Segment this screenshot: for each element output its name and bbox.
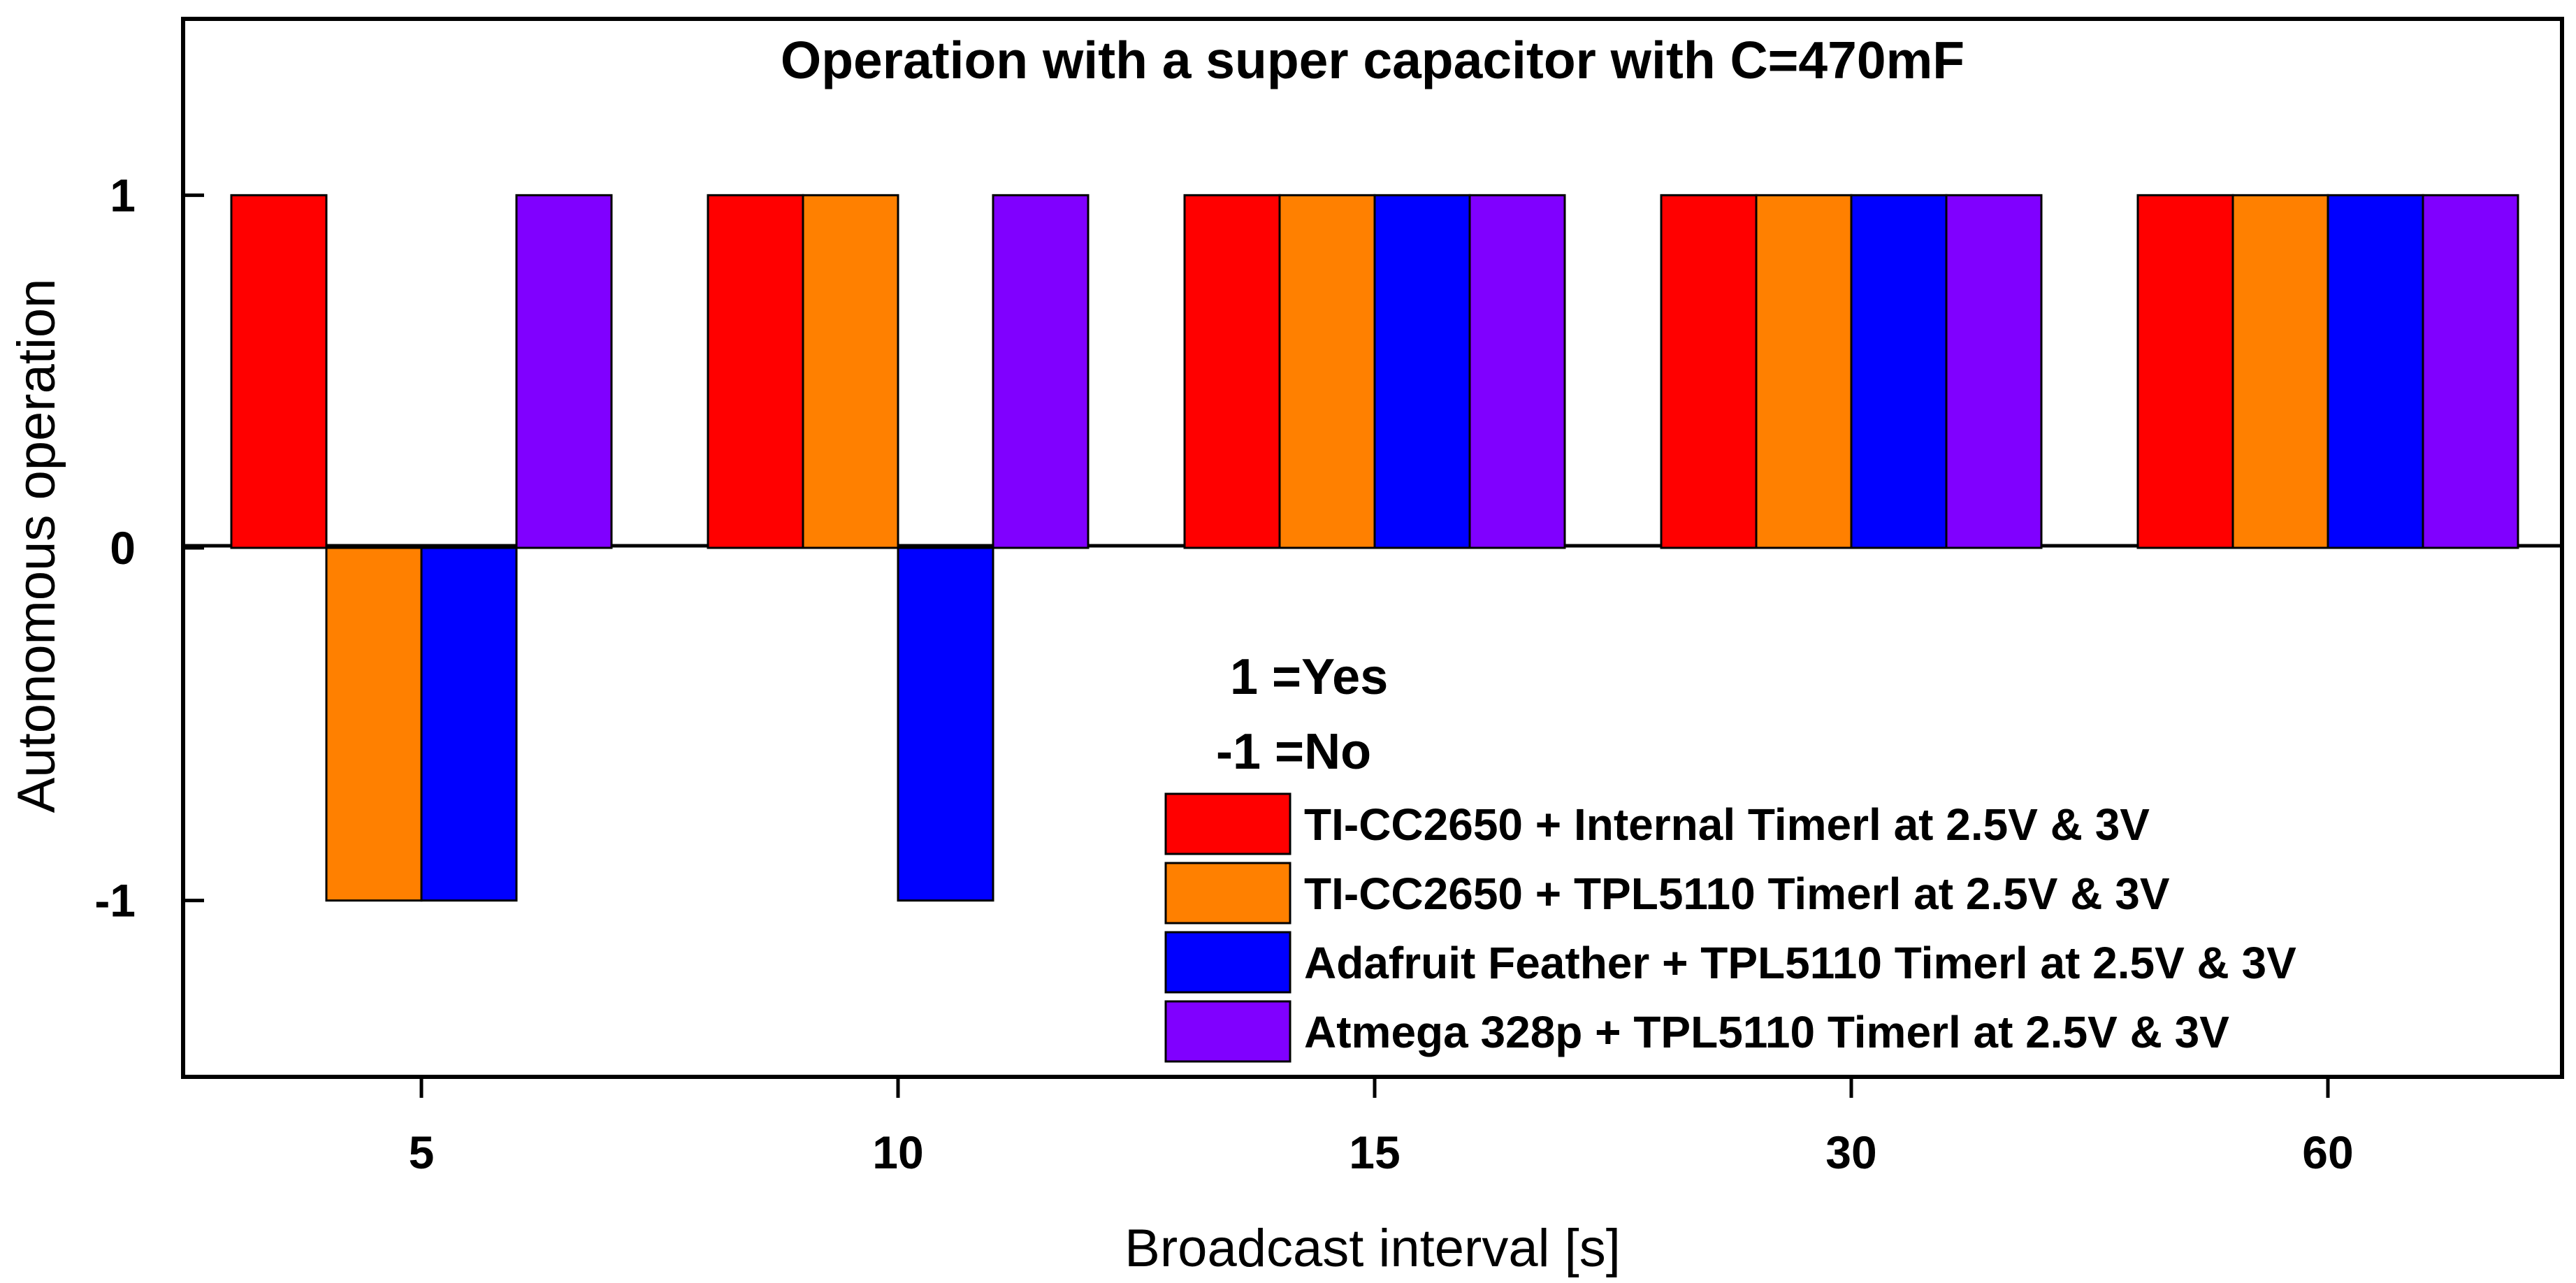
bar-5s-series-1 (230, 194, 328, 549)
legend: TI-CC2650 + Internal Timerl at 2.5V & 3V… (1164, 792, 2296, 1063)
x-tick-label: 15 (1349, 1126, 1400, 1178)
bar-15s-series-3 (1373, 194, 1471, 549)
bar-10s-series-4 (992, 194, 1090, 549)
legend-swatch-1 (1164, 792, 1291, 855)
legend-note-yes: 1 =Yes (1230, 649, 1388, 705)
bar-30s-series-3 (1850, 194, 1948, 549)
x-tick-label: 5 (409, 1126, 435, 1178)
bar-60s-series-3 (2327, 194, 2424, 549)
legend-label-1: TI-CC2650 + Internal Timerl at 2.5V & 3V (1304, 799, 2150, 850)
x-axis-label: Broadcast interval [s] (1124, 1219, 1621, 1278)
x-axis-ticks: 5 10 15 30 60 (409, 1077, 2354, 1178)
bar-15s-series-2 (1278, 194, 1376, 549)
bar-5s-series-4 (515, 194, 613, 549)
bar-15s-series-1 (1183, 194, 1281, 549)
legend-label-2: TI-CC2650 + TPL5110 Timerl at 2.5V & 3V (1304, 869, 2170, 919)
legend-note-no: -1 =No (1216, 724, 1371, 780)
bar-30s-series-2 (1755, 194, 1853, 549)
legend-swatch-3 (1164, 931, 1291, 994)
bar-10s-series-2 (802, 194, 899, 549)
legend-swatch-4 (1164, 1000, 1291, 1063)
x-tick-label: 60 (2302, 1126, 2353, 1178)
x-tick-label: 10 (872, 1126, 923, 1178)
bar-60s-series-4 (2422, 194, 2519, 549)
legend-swatch-2 (1164, 862, 1291, 925)
bar-60s-series-1 (2136, 194, 2234, 549)
bars-group (230, 194, 2519, 902)
legend-label-3: Adafruit Feather + TPL5110 Timerl at 2.5… (1304, 938, 2296, 988)
y-tick-label: 0 (110, 522, 136, 574)
y-tick-label: 1 (110, 169, 136, 221)
y-axis-label: Autonomous operation (7, 279, 66, 813)
bar-5s-series-3 (420, 546, 518, 902)
bar-15s-series-4 (1468, 194, 1566, 549)
bar-5s-series-2 (325, 546, 423, 902)
legend-label-4: Atmega 328p + TPL5110 Timerl at 2.5V & 3… (1304, 1007, 2229, 1057)
bar-10s-series-3 (897, 546, 994, 902)
y-tick-label: -1 (94, 875, 136, 927)
bar-30s-series-4 (1945, 194, 2043, 549)
y-axis-ticks: 1 0 -1 (94, 169, 204, 927)
bar-30s-series-1 (1660, 194, 1758, 549)
bar-60s-series-2 (2231, 194, 2329, 549)
bar-10s-series-1 (707, 194, 804, 549)
chart-title: Operation with a super capacitor with C=… (781, 31, 1964, 89)
x-tick-label: 30 (1825, 1126, 1876, 1178)
